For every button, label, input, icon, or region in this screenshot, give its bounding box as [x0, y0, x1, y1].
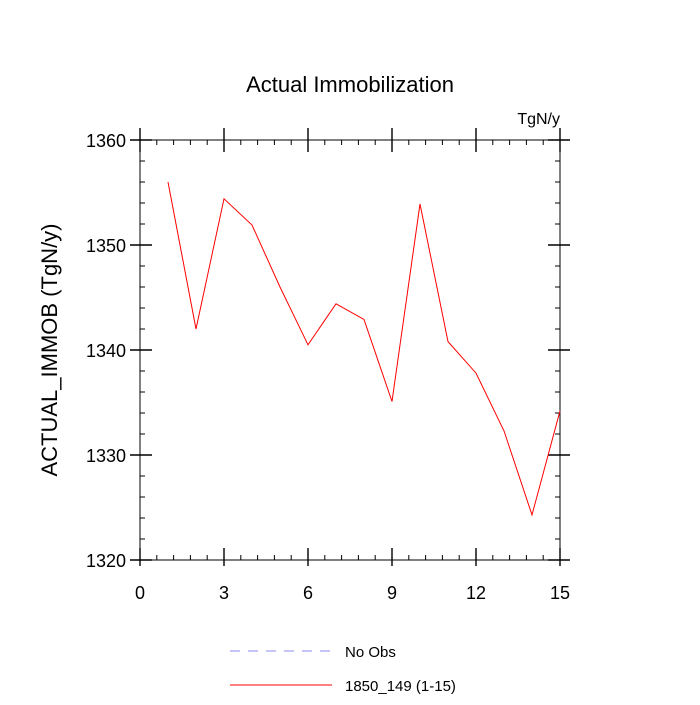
y-tick-label: 1340: [86, 341, 126, 361]
x-tick-label: 3: [219, 583, 229, 603]
series-line: [168, 182, 560, 515]
x-tick-label: 15: [550, 583, 570, 603]
legend: No Obs 1850_149 (1-15): [230, 644, 456, 695]
plot-frame: [140, 140, 560, 560]
y-tick-label: 1320: [86, 551, 126, 571]
y-tick-label: 1360: [86, 131, 126, 151]
series-layer: [168, 182, 560, 515]
legend-label: No Obs: [345, 644, 396, 661]
units-label: TgN/y: [517, 111, 560, 128]
y-tick-label: 1350: [86, 236, 126, 256]
x-tick-label: 9: [387, 583, 397, 603]
y-axis-label: ACTUAL_IMMOB (TgN/y): [37, 223, 62, 476]
x-tick-label: 6: [303, 583, 313, 603]
y-tick-label: 1330: [86, 446, 126, 466]
chart-title: Actual Immobilization: [246, 72, 454, 97]
x-tick-label: 0: [135, 583, 145, 603]
x-tick-label: 12: [466, 583, 486, 603]
axes: 0 3 6 9 12 15 1320 1330 1340 1350 1360: [86, 128, 570, 603]
legend-label: 1850_149 (1-15): [345, 678, 456, 695]
